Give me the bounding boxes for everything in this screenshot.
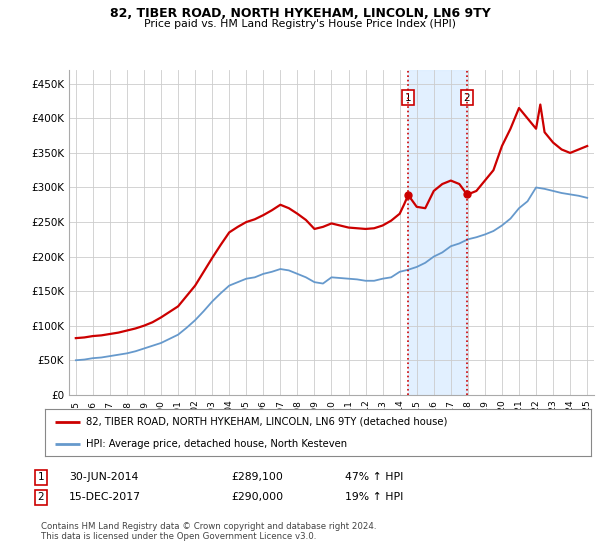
Text: 30-JUN-2014: 30-JUN-2014 — [69, 472, 139, 482]
Text: HPI: Average price, detached house, North Kesteven: HPI: Average price, detached house, Nort… — [86, 438, 347, 449]
Text: 1: 1 — [405, 92, 412, 102]
Text: Contains HM Land Registry data © Crown copyright and database right 2024.
This d: Contains HM Land Registry data © Crown c… — [41, 522, 376, 542]
Text: £290,000: £290,000 — [231, 492, 283, 502]
Text: 19% ↑ HPI: 19% ↑ HPI — [345, 492, 403, 502]
Text: 1: 1 — [37, 472, 44, 482]
Bar — [408, 70, 467, 395]
Text: 82, TIBER ROAD, NORTH HYKEHAM, LINCOLN, LN6 9TY: 82, TIBER ROAD, NORTH HYKEHAM, LINCOLN, … — [110, 7, 490, 20]
Text: 2: 2 — [37, 492, 44, 502]
Text: 15-DEC-2017: 15-DEC-2017 — [69, 492, 141, 502]
Text: 47% ↑ HPI: 47% ↑ HPI — [345, 472, 403, 482]
Text: 2: 2 — [464, 92, 470, 102]
Text: Price paid vs. HM Land Registry's House Price Index (HPI): Price paid vs. HM Land Registry's House … — [144, 19, 456, 29]
Text: £289,100: £289,100 — [231, 472, 283, 482]
Text: 82, TIBER ROAD, NORTH HYKEHAM, LINCOLN, LN6 9TY (detached house): 82, TIBER ROAD, NORTH HYKEHAM, LINCOLN, … — [86, 417, 448, 427]
